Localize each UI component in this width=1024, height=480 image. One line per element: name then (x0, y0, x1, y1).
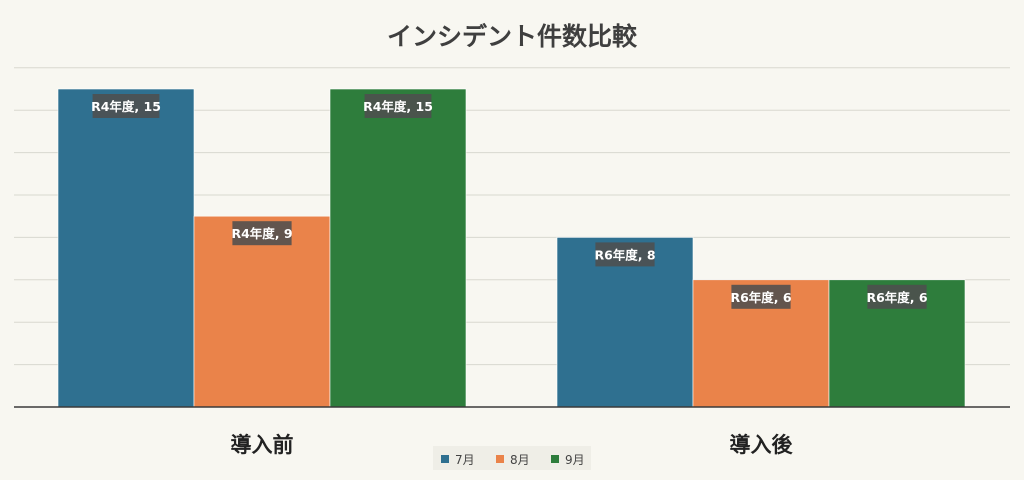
data-label: R6年度, 6 (866, 290, 927, 305)
data-label-box (595, 242, 655, 267)
data-label: R6年度, 8 (594, 247, 655, 262)
data-label: R4年度, 9 (231, 226, 292, 241)
bars (57, 88, 966, 408)
legend-swatch (496, 455, 504, 463)
legend-background (433, 446, 591, 470)
bar (329, 88, 467, 408)
legend-label: 9月 (565, 453, 585, 467)
category-labels: 導入前 導入後 (231, 433, 794, 457)
bar (193, 215, 331, 408)
legend-label: 7月 (455, 453, 475, 467)
data-label-box (364, 94, 432, 118)
legend: 7月 8月 9月 (433, 446, 591, 470)
legend-label: 8月 (510, 453, 530, 467)
data-label-box (867, 284, 927, 309)
category-label: 導入後 (730, 433, 794, 457)
bar (828, 279, 966, 408)
data-label-box (731, 284, 791, 309)
data-labels: R4年度, 15 R4年度, 9 R4年度, 15 R6年度, 8 R6年度, 6 R6年… (91, 94, 928, 309)
data-label: R4年度, 15 (91, 99, 161, 114)
legend-swatch (441, 455, 449, 463)
category-label: 導入前 (231, 433, 294, 457)
chart-title: インシデント件数比較 (387, 22, 638, 51)
legend-swatch (551, 455, 559, 463)
data-label-box (232, 221, 292, 246)
data-label: R6年度, 6 (730, 290, 791, 305)
data-label-box (92, 94, 160, 118)
bar (57, 88, 195, 408)
data-label: R4年度, 15 (363, 99, 433, 114)
